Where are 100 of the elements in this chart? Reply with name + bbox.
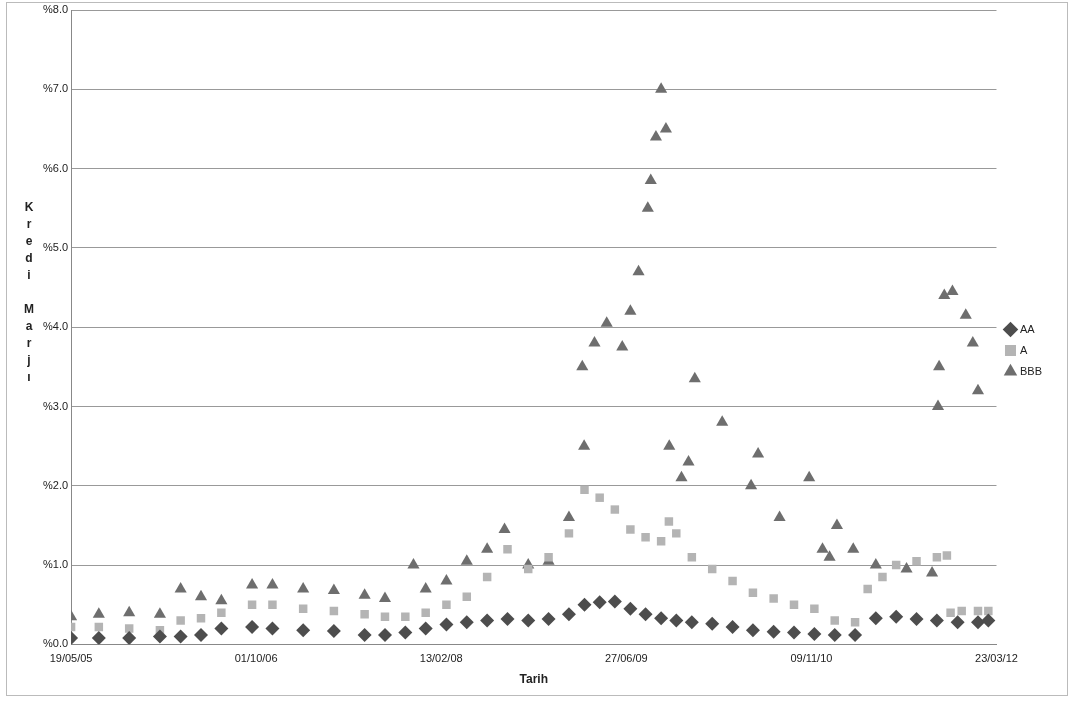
- legend-label: BBB: [1019, 364, 1042, 377]
- x-tick-label: 13/02/08: [419, 652, 463, 665]
- point: [380, 612, 390, 621]
- point: [912, 556, 921, 566]
- point: [377, 627, 392, 642]
- point: [984, 606, 993, 616]
- point: [716, 415, 729, 426]
- point: [807, 627, 822, 642]
- point: [153, 607, 166, 618]
- point: [632, 264, 645, 276]
- point: [419, 581, 432, 593]
- point: [816, 542, 829, 553]
- point: [418, 621, 433, 636]
- point: [688, 371, 701, 383]
- point: [398, 625, 413, 640]
- point: [600, 316, 613, 327]
- point: [268, 600, 277, 609]
- point: [654, 611, 669, 626]
- point: [900, 562, 913, 573]
- point: [641, 533, 650, 542]
- point: [626, 525, 635, 534]
- point: [823, 550, 836, 561]
- point: [214, 621, 229, 636]
- point: [576, 359, 589, 371]
- point: [298, 604, 308, 613]
- point: [847, 542, 860, 553]
- point: [725, 619, 740, 634]
- point: [92, 607, 105, 618]
- point: [498, 522, 511, 533]
- point: [217, 608, 226, 617]
- point: [728, 576, 737, 586]
- point: [970, 615, 985, 630]
- point: [644, 173, 657, 184]
- point: [942, 551, 952, 560]
- point: [577, 597, 592, 612]
- point: [957, 606, 966, 616]
- point: [500, 612, 515, 627]
- point: [684, 615, 699, 630]
- point: [265, 621, 280, 636]
- point: [561, 607, 576, 622]
- point: [848, 627, 863, 642]
- point: [656, 537, 666, 546]
- point: [541, 612, 556, 627]
- point: [649, 129, 662, 141]
- point: [91, 631, 106, 645]
- point: [752, 447, 765, 458]
- point: [946, 608, 955, 617]
- point: [459, 615, 474, 630]
- point: [624, 304, 637, 315]
- point: [173, 629, 188, 644]
- point: [407, 558, 420, 569]
- legend-label: AA: [1019, 322, 1036, 335]
- y-tick-label: %6.0: [42, 161, 69, 174]
- point: [641, 201, 654, 212]
- point: [664, 517, 674, 526]
- point: [669, 613, 684, 628]
- y-tick-label: %0.0: [42, 637, 69, 650]
- x-tick-label: 01/10/06: [234, 652, 278, 665]
- point: [123, 605, 136, 617]
- point: [564, 529, 574, 538]
- point: [124, 624, 134, 633]
- point: [705, 616, 720, 631]
- point: [610, 505, 620, 514]
- point: [503, 545, 512, 554]
- x-tick-label: 23/03/12: [975, 652, 1018, 665]
- point: [830, 616, 839, 625]
- y-tick-label: %1.0: [42, 558, 69, 571]
- x-tick-label: 19/05/05: [49, 652, 93, 665]
- y-tick-label: %3.0: [42, 399, 69, 412]
- point: [521, 613, 536, 628]
- x-tick-label: 09/11/10: [790, 652, 833, 665]
- point: [638, 607, 653, 622]
- point: [672, 529, 681, 538]
- point: [378, 591, 392, 602]
- point: [360, 610, 369, 619]
- point: [663, 439, 676, 450]
- point: [909, 612, 924, 627]
- point: [623, 601, 638, 616]
- point: [592, 595, 607, 610]
- point: [327, 583, 340, 594]
- point: [266, 577, 279, 589]
- point: [745, 623, 760, 638]
- point: [176, 616, 185, 625]
- point: [481, 542, 494, 553]
- point: [938, 288, 951, 299]
- point: [773, 510, 786, 522]
- point: [616, 340, 629, 351]
- point: [595, 493, 604, 502]
- point: [358, 588, 371, 599]
- x-axis-title: Tarih: [519, 672, 549, 687]
- point: [745, 478, 758, 490]
- point: [357, 627, 372, 642]
- point: [863, 584, 872, 594]
- point: [480, 613, 495, 628]
- point: [869, 558, 882, 569]
- point: [578, 439, 591, 450]
- point: [929, 613, 944, 628]
- point: [194, 627, 208, 642]
- point: [421, 608, 430, 617]
- point: [933, 359, 946, 371]
